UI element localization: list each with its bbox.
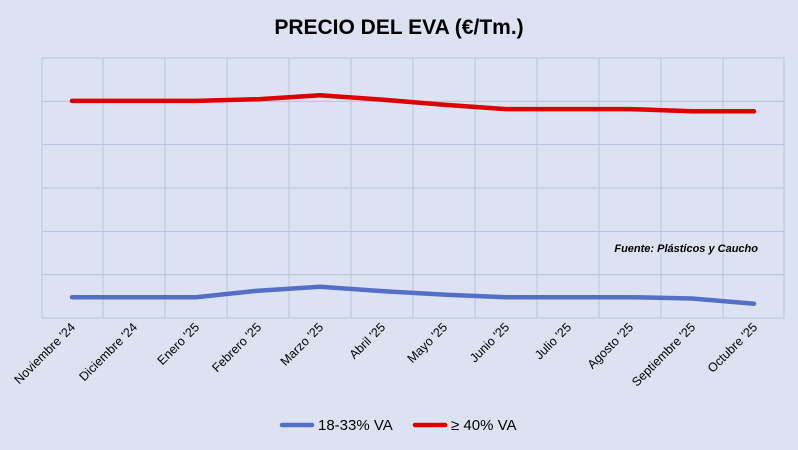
series-line-2 <box>69 93 757 114</box>
grid <box>42 58 784 318</box>
x-tick-label: Septiembre '25 <box>629 320 698 389</box>
legend-label: ≥ 40% VA <box>451 417 517 434</box>
series-line-1 <box>69 284 757 306</box>
x-tick-label: Febrero '25 <box>209 320 264 375</box>
legend: 18-33% VA ≥ 40% VA <box>279 417 517 434</box>
legend-label: 18-33% VA <box>318 417 393 434</box>
x-tick-label: Abril '25 <box>347 320 389 362</box>
source-annotation: Fuente: Plásticos y Caucho <box>614 243 758 255</box>
x-tick-label: Julio '25 <box>532 320 574 362</box>
x-tick-label: Mayo '25 <box>405 320 451 366</box>
series-lines <box>69 93 757 306</box>
x-tick-label: Marzo '25 <box>278 320 326 368</box>
x-tick-label: Agosto '25 <box>585 320 636 371</box>
x-tick-label: Octubre '25 <box>705 320 760 375</box>
chart-title: PRECIO DEL EVA (€/Tm.) <box>274 16 523 39</box>
x-tick-label: Noviembre '24 <box>12 320 79 387</box>
x-tick-label: Diciembre '24 <box>76 320 140 384</box>
x-tick-label: Junio '25 <box>467 320 512 365</box>
x-tick-label: Enero '25 <box>155 320 202 367</box>
